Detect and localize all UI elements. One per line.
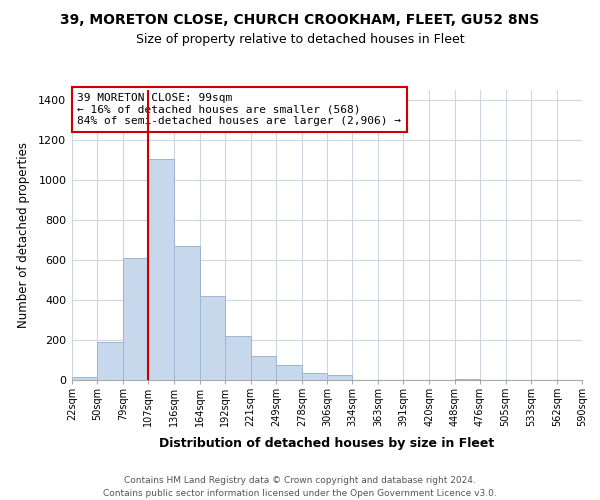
X-axis label: Distribution of detached houses by size in Fleet: Distribution of detached houses by size … xyxy=(160,438,494,450)
Bar xyxy=(97,342,123,380)
Bar xyxy=(302,373,327,380)
Y-axis label: Number of detached properties: Number of detached properties xyxy=(17,142,30,328)
Bar xyxy=(251,356,276,380)
Bar xyxy=(175,246,199,380)
Bar xyxy=(72,377,97,380)
Bar xyxy=(276,365,302,380)
Text: 39, MORETON CLOSE, CHURCH CROOKHAM, FLEET, GU52 8NS: 39, MORETON CLOSE, CHURCH CROOKHAM, FLEE… xyxy=(61,12,539,26)
Bar xyxy=(148,159,175,380)
Bar xyxy=(327,375,352,380)
Bar xyxy=(224,336,251,380)
Text: 39 MORETON CLOSE: 99sqm
← 16% of detached houses are smaller (568)
84% of semi-d: 39 MORETON CLOSE: 99sqm ← 16% of detache… xyxy=(77,93,401,126)
Text: Size of property relative to detached houses in Fleet: Size of property relative to detached ho… xyxy=(136,32,464,46)
Text: Contains HM Land Registry data © Crown copyright and database right 2024.
Contai: Contains HM Land Registry data © Crown c… xyxy=(103,476,497,498)
Bar xyxy=(199,296,224,380)
Bar xyxy=(455,379,479,380)
Bar xyxy=(123,258,148,380)
